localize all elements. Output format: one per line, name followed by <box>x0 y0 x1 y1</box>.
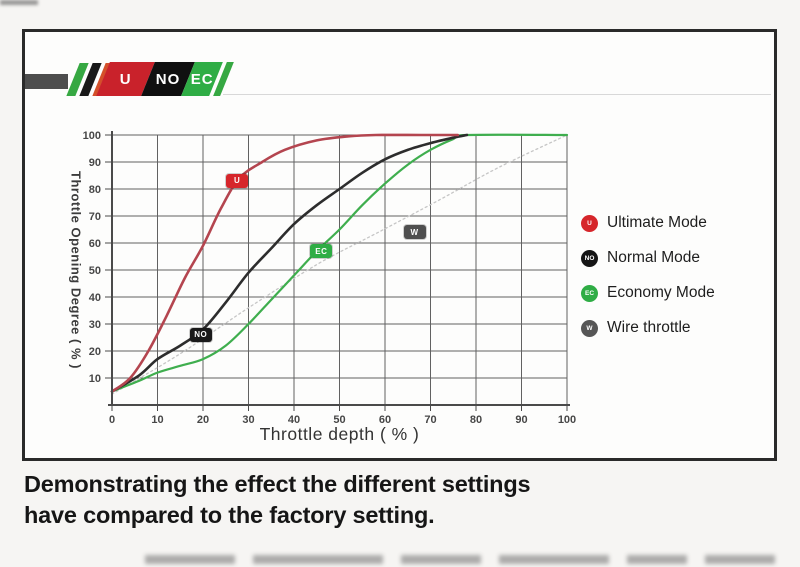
y-tick-label: 20 <box>89 346 101 358</box>
x-tick-label: 80 <box>470 414 482 426</box>
legend: U Ultimate Mode NO Normal Mode EC Econom… <box>581 213 715 353</box>
photo-artifact-top-left <box>0 0 38 5</box>
brand-banner: U NO EC <box>25 32 774 132</box>
curve-normal <box>110 133 469 393</box>
x-tick-label: 50 <box>333 414 345 426</box>
y-tick-label: 60 <box>89 238 101 250</box>
curve-badge-w: W <box>403 225 426 240</box>
plot-area: 0 10 20 30 40 50 60 70 80 90 100 10 20 30 40 50 60 70 80 90… <box>83 130 577 426</box>
legend-label-economy: Economy Mode <box>607 284 715 301</box>
caption-line-1: Demonstrating the effect the different s… <box>24 471 531 497</box>
legend-label-wire: Wire throttle <box>607 319 691 336</box>
x-tick-label: 0 <box>109 414 115 426</box>
legend-dot-ultimate-letter: U <box>587 219 592 227</box>
legend-dot-ultimate: U <box>581 214 598 232</box>
banner-gray-bar <box>25 74 68 89</box>
curve-wire <box>111 134 568 395</box>
curve-economy <box>110 133 569 393</box>
x-tick-label: 70 <box>424 414 436 426</box>
legend-dot-wire: W <box>581 319 598 337</box>
x-tick-label: 90 <box>515 414 527 426</box>
cropped-content-artifact <box>145 555 793 566</box>
legend-item-ultimate: U Ultimate Mode <box>581 213 715 233</box>
y-tick-label: 50 <box>89 265 101 277</box>
legend-item-wire: W Wire throttle <box>581 318 715 338</box>
x-tick-label: 30 <box>242 414 254 426</box>
throttle-curves-chart: 0 10 20 30 40 50 60 70 80 90 100 10 20 30 40 50 60 70 80 90… <box>83 130 577 426</box>
y-tick-label: 100 <box>83 130 101 142</box>
curve-badge-u: U <box>226 173 249 188</box>
y-tick-label: 70 <box>89 211 101 223</box>
x-tick-label: 40 <box>288 414 300 426</box>
caption: Demonstrating the effect the different s… <box>24 469 624 531</box>
legend-item-normal: NO Normal Mode <box>581 248 715 268</box>
legend-dot-normal-letter: NO <box>584 254 595 262</box>
logo-chip-ultimate-label: U <box>119 70 132 88</box>
y-tick-label: 80 <box>89 184 101 196</box>
legend-label-normal: Normal Mode <box>607 249 701 266</box>
curve-badge-ec: EC <box>310 244 333 259</box>
legend-dot-wire-letter: W <box>586 324 593 332</box>
logo-chip-normal-label: NO <box>155 70 181 88</box>
legend-dot-economy: EC <box>581 284 598 302</box>
x-tick-label: 100 <box>558 414 576 426</box>
y-tick-label: 10 <box>89 373 101 385</box>
legend-label-ultimate: Ultimate Mode <box>607 214 707 231</box>
y-tick-label: 40 <box>89 292 101 304</box>
y-tick-label: 90 <box>89 157 101 169</box>
curve-badge-no: NO <box>189 327 212 342</box>
x-axis-title: Throttle depth ( % ) <box>259 424 420 444</box>
x-tick-label: 10 <box>151 414 163 426</box>
y-axis-title: Throttle Opening Degree ( % ) <box>68 171 84 369</box>
legend-item-economy: EC Economy Mode <box>581 283 715 303</box>
y-tick-label: 30 <box>89 319 101 331</box>
x-tick-label: 60 <box>379 414 391 426</box>
banner-rule-line <box>223 94 771 95</box>
curve-ultimate <box>110 133 460 393</box>
caption-line-2: have compared to the factory setting. <box>24 502 435 528</box>
logo-chip-economy-label: EC <box>190 70 214 88</box>
x-tick-label: 20 <box>197 414 209 426</box>
legend-dot-economy-letter: EC <box>584 289 595 297</box>
legend-dot-normal: NO <box>581 249 598 267</box>
figure-frame: U NO EC Throttle Opening Degree ( % ) 0 1… <box>22 29 777 461</box>
